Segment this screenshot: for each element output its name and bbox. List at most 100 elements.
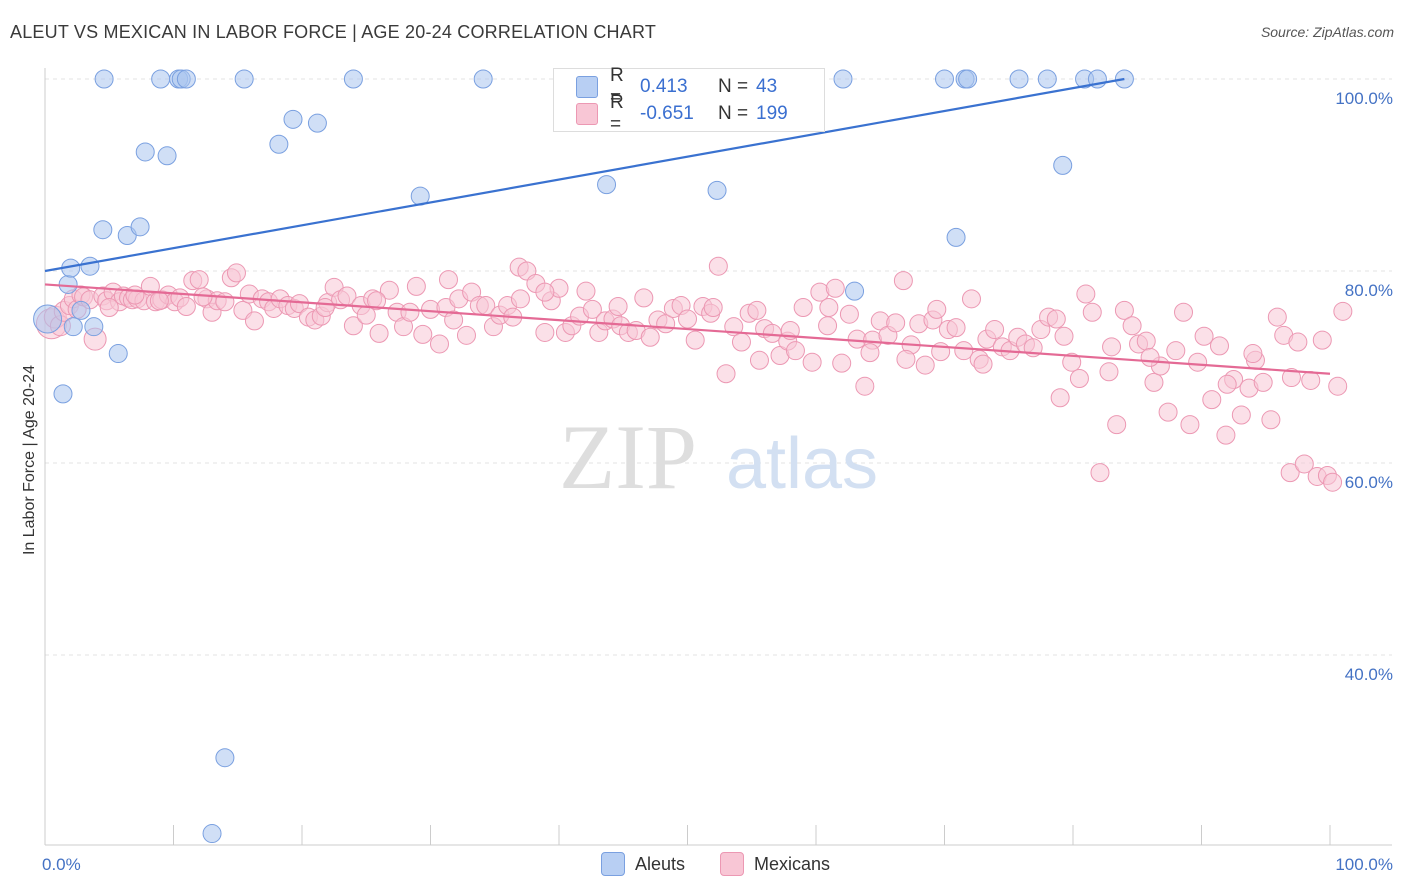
aleuts-point [1053,155,1073,175]
mexicans-point [640,327,660,347]
mexicans-point [927,299,947,319]
mexicans-point [1062,352,1082,372]
aleuts-point [135,142,155,162]
mexicans-point [369,323,389,343]
mexicans-point [1267,307,1287,327]
mexicans-point [819,297,839,317]
aleuts-point [946,227,966,247]
watermark-atlas: atlas [726,424,878,504]
mexicans-point [1281,368,1301,388]
aleuts-point [215,748,235,768]
legend-r-value: 0.413 [640,76,688,97]
mexicans-point [1180,415,1200,435]
mexicans-point [1166,341,1186,361]
aleuts-point [269,134,289,154]
mexicans-point [985,320,1005,340]
mexicans-point [343,316,363,336]
mexicans-point [1099,362,1119,382]
chart-title: ALEUT VS MEXICAN IN LABOR FORCE | AGE 20… [10,22,657,42]
legend-row-mexicans: R = -0.651 N = 199 [576,92,788,135]
mexicans-point [149,291,169,311]
y-tick-label: 100.0% [1335,89,1393,108]
aleuts-point [130,217,150,237]
legend-n-label: N = [718,76,749,97]
mexicans-point [785,341,805,361]
legend-n-value: 199 [756,103,788,124]
mexicans-point [1114,300,1134,320]
mexicans-point [1216,425,1236,445]
watermark: ZIP atlas [559,406,878,508]
legend-r-label: R = [610,65,624,108]
mexicans-point [731,332,751,352]
aleuts-point [958,69,978,89]
aleuts-point [833,69,853,89]
mexicans-point [1082,302,1102,322]
aleuts-point [234,69,254,89]
mexicans-point [1294,454,1314,474]
legend-label-mexicans: Mexicans [754,853,831,874]
legend-r-value: -0.651 [640,103,694,124]
source-label: Source: ZipAtlas.com [1260,24,1394,40]
mexicans-point [1301,370,1321,390]
mexicans-point [1090,463,1110,483]
x-tick-label: 100.0% [1335,855,1393,874]
legend-r-label: R = [610,92,624,135]
legend-n-value: 43 [756,76,778,97]
aleuts-point [176,69,196,89]
mexicans-point [510,289,530,309]
aleuts-point [53,384,73,404]
mexicans-point [1136,331,1156,351]
trend-lines [44,77,1331,375]
mexicans-point [961,289,981,309]
mexicans-point [793,297,813,317]
mexicans-point [367,291,387,311]
mexicans-point [315,297,335,317]
mexicans-point [413,324,433,344]
aleuts-point [71,300,91,320]
mexicans-point [886,313,906,333]
mexicans-point [1231,405,1251,425]
mexicans-point [608,297,628,317]
mexicans-point [535,282,555,302]
mexicans-point [1046,309,1066,329]
x-tick-label: 0.0% [42,855,81,874]
legend-label-aleuts: Aleuts [635,853,686,874]
mexicans-point [1333,301,1353,321]
mexicans-point [1102,337,1122,357]
mexicans-point [582,299,602,319]
mexicans-point [1069,369,1089,389]
aleuts-point [707,180,727,200]
mexicans-point [1122,316,1142,336]
aleuts-point [84,317,104,337]
mexicans-point [379,280,399,300]
mexicans-point [99,297,119,317]
mexicans-point [716,364,736,384]
mexicans-point [973,354,993,374]
aleuts-point [473,69,493,89]
mexicans-point [825,278,845,298]
legend-item-aleuts[interactable]: Aleuts [601,852,685,876]
mexicans-point [1174,302,1194,322]
mexicans-point [1076,284,1096,304]
legend-item-mexicans[interactable]: Mexicans [720,852,830,876]
watermark-zip: ZIP [559,406,697,508]
mexicans-point [1050,388,1070,408]
aleuts-point [1009,69,1029,89]
mexicans-point [749,350,769,370]
mexicans-point [839,304,859,324]
aleuts-point [202,824,222,844]
y-tick-label: 60.0% [1345,473,1393,492]
legend-swatch-aleuts [576,76,598,98]
aleuts-point [935,69,954,89]
mexicans-trend-line [44,283,1331,375]
mexicans-point [125,285,145,305]
mexicans-point [438,270,458,290]
mexicans-point [1158,402,1178,422]
y-tick-label: 80.0% [1345,281,1393,300]
mexicans-point [946,318,966,338]
legend-n-label: N = [718,103,749,124]
mexicans-point [860,343,880,363]
mexicans-point [176,297,196,317]
mexicans-point [1253,372,1273,392]
